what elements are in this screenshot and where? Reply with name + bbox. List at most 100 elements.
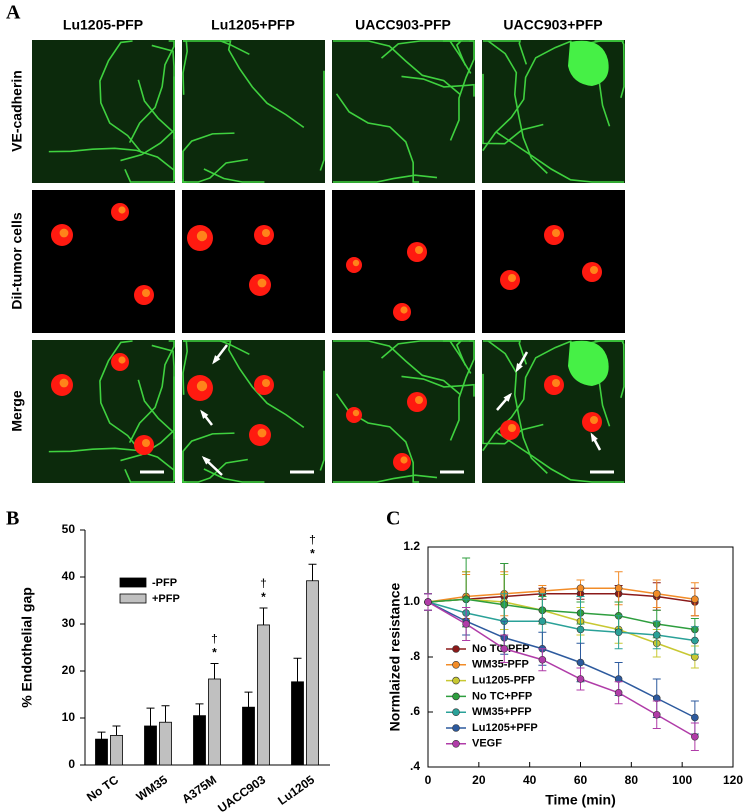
y-axis-label: Normlaized resistance	[387, 582, 403, 731]
micrograph	[332, 190, 475, 333]
error-bar	[244, 691, 253, 708]
data-point	[614, 688, 623, 697]
bar	[193, 715, 206, 766]
tumor-core	[590, 416, 598, 424]
y-tick-label: 0	[68, 757, 75, 771]
bar	[159, 721, 172, 766]
membrane	[124, 469, 174, 483]
bar	[144, 725, 157, 766]
data-point	[691, 713, 699, 722]
membrane	[333, 174, 438, 183]
membrane	[137, 379, 175, 482]
membrane	[128, 40, 175, 144]
significance-star: *	[310, 546, 315, 560]
arrow-head	[200, 409, 209, 419]
column-header: UACC903-PFP	[355, 17, 451, 33]
tumor-core	[352, 409, 360, 417]
y-tick-label: 1.2	[403, 539, 420, 553]
legend-label: WM35-PFP	[472, 659, 529, 671]
data-point	[576, 675, 585, 683]
data-point	[691, 732, 699, 741]
membrane	[401, 375, 475, 397]
y-axis-label: % Endothelial gap	[19, 587, 35, 708]
membrane	[482, 40, 572, 152]
bar	[95, 738, 108, 766]
membrane	[483, 40, 528, 65]
row-label: Merge	[9, 390, 25, 431]
error-bar	[210, 662, 219, 679]
error-bar	[293, 657, 302, 682]
membrane	[151, 344, 175, 440]
series-line	[427, 601, 696, 738]
y-tick-label: 1.0	[403, 594, 420, 608]
membrane	[137, 79, 175, 182]
legend-label: -PFP	[152, 577, 177, 589]
series-line	[427, 601, 695, 642]
panel-label: B	[6, 508, 19, 530]
legend-swatch	[119, 593, 147, 604]
membrane	[99, 40, 143, 154]
legend-marker	[452, 739, 460, 748]
data-point	[538, 617, 547, 626]
tumor-core	[262, 379, 270, 387]
membrane	[124, 169, 174, 183]
error-bar	[97, 731, 106, 740]
data-point	[652, 631, 661, 639]
arrow-head	[590, 432, 598, 442]
data-point	[424, 598, 432, 606]
row-label: DiI-tumor cells	[9, 212, 25, 309]
series-line	[427, 598, 695, 631]
legend-label: Lu1205-PFP	[472, 675, 535, 687]
membrane	[182, 340, 188, 395]
y-tick-label: .8	[410, 649, 420, 663]
membrane	[128, 340, 175, 444]
x-axis-label: Time (min)	[545, 792, 616, 808]
data-point	[691, 636, 699, 645]
legend-label: No TC+PFP	[472, 690, 532, 702]
legend-marker	[452, 724, 460, 732]
significance-star: *	[212, 646, 217, 660]
micrograph	[32, 190, 175, 333]
data-point	[576, 658, 585, 667]
x-tick-label: UACC903	[215, 772, 268, 812]
bar	[306, 580, 319, 766]
error-bar	[161, 705, 170, 723]
green-blob	[568, 340, 609, 386]
legend-marker	[452, 708, 460, 717]
data-point	[538, 655, 547, 664]
series-line	[427, 593, 695, 603]
error-bar	[146, 707, 155, 726]
tumor-core	[196, 230, 208, 242]
tumor-core	[352, 259, 360, 267]
micrograph	[32, 340, 175, 483]
error-bar	[308, 563, 317, 581]
significance-dagger: †	[260, 576, 267, 590]
bar	[110, 734, 123, 766]
data-point	[576, 625, 585, 634]
x-tick-label: 80	[625, 773, 639, 787]
membrane	[182, 40, 188, 95]
arrow-head	[201, 455, 211, 465]
membrane	[151, 44, 175, 140]
membrane	[319, 370, 325, 471]
image-bg	[482, 190, 625, 333]
membrane	[219, 40, 305, 129]
arrow-head	[515, 363, 523, 373]
tumor-core	[400, 306, 408, 314]
bar	[242, 706, 255, 766]
column-header: Lu1205+PFP	[211, 17, 295, 33]
data-point	[614, 584, 623, 593]
tumor-core	[508, 274, 516, 282]
x-tick-label: 120	[723, 773, 743, 787]
membrane	[219, 340, 305, 429]
data-point	[691, 595, 699, 604]
tumor-core	[508, 424, 516, 432]
membrane	[482, 73, 544, 145]
membrane	[48, 447, 175, 480]
image-bg	[32, 190, 175, 333]
y-tick-label: .6	[410, 704, 420, 718]
membrane	[183, 40, 250, 56]
x-tick-label: A375M	[179, 773, 219, 807]
image-bg	[182, 40, 325, 183]
